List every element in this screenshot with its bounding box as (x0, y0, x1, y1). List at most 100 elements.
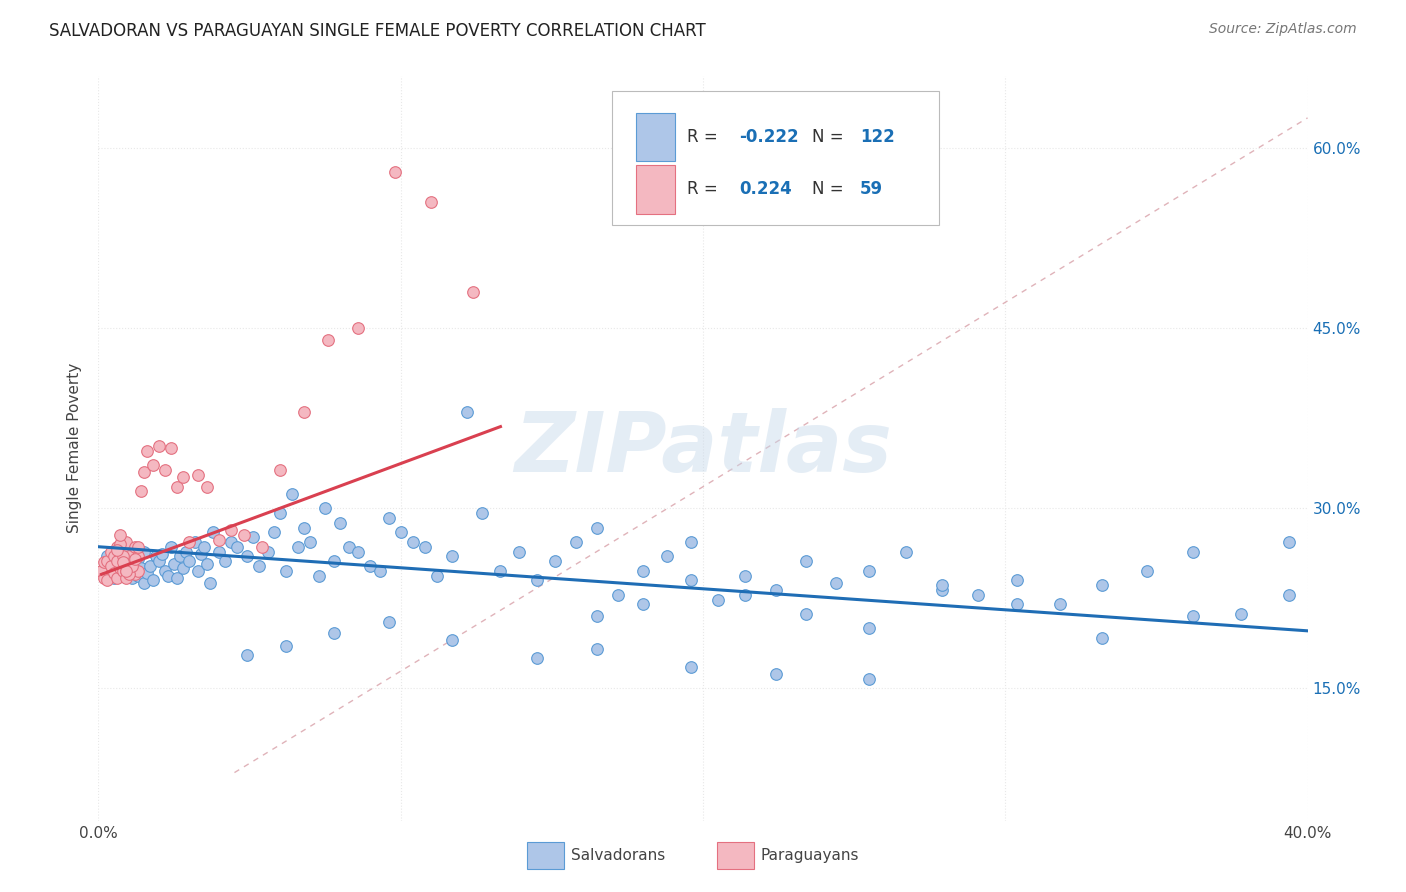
Point (426, 568, 449, 582)
Point (314, 501, 336, 516)
Point (187, 467, 209, 482)
Text: Salvadorans: Salvadorans (571, 848, 665, 863)
Point (121, 558, 143, 573)
Point (420, 194, 443, 209)
Point (221, 523, 243, 537)
Point (347, 321, 370, 335)
Point (105, 571, 128, 585)
Point (105, 554, 128, 568)
Point (586, 641, 609, 656)
Point (153, 564, 176, 578)
Point (93, 555, 115, 569)
Point (114, 564, 136, 578)
Point (242, 530, 264, 544)
Point (127, 540, 149, 554)
Point (111, 564, 134, 578)
Point (100, 558, 122, 573)
Point (118, 549, 141, 564)
Point (121, 561, 143, 575)
Point (118, 567, 141, 582)
Text: SALVADORAN VS PARAGUAYAN SINGLE FEMALE POVERTY CORRELATION CHART: SALVADORAN VS PARAGUAYAN SINGLE FEMALE P… (49, 22, 706, 40)
Point (200, 575, 222, 590)
Point (734, 588, 756, 602)
Point (734, 568, 756, 582)
Point (108, 564, 131, 578)
Point (124, 551, 146, 566)
Point (103, 554, 125, 568)
Point (441, 633, 464, 648)
Point (195, 480, 218, 494)
Point (105, 555, 128, 569)
Point (114, 547, 136, 561)
Point (679, 535, 702, 549)
Point (274, 640, 297, 654)
Text: 0.224: 0.224 (740, 180, 792, 198)
Point (565, 535, 588, 549)
Point (172, 470, 194, 484)
Point (129, 484, 152, 499)
Point (508, 544, 530, 558)
Point (190, 547, 212, 561)
FancyBboxPatch shape (637, 113, 675, 161)
Point (129, 561, 152, 575)
Point (456, 405, 478, 419)
Point (631, 598, 654, 612)
Point (794, 554, 817, 568)
Point (195, 557, 218, 571)
Point (316, 333, 339, 347)
Point (292, 405, 315, 419)
Point (765, 667, 787, 681)
Point (118, 554, 141, 568)
Point (111, 544, 134, 558)
Point (114, 535, 136, 549)
Point (111, 551, 134, 566)
Point (894, 544, 917, 558)
Point (631, 564, 654, 578)
Point (114, 564, 136, 578)
Point (127, 568, 149, 582)
Point (193, 540, 215, 554)
Point (179, 535, 201, 549)
Text: 59: 59 (860, 180, 883, 198)
Point (214, 554, 236, 568)
Point (124, 566, 146, 581)
Point (384, 165, 406, 179)
Point (794, 607, 817, 621)
Point (145, 549, 167, 564)
Point (413, 540, 436, 554)
Point (135, 443, 157, 458)
Point (132, 575, 155, 590)
Point (377, 511, 399, 525)
Point (103, 566, 125, 581)
Point (377, 615, 399, 630)
Point (169, 549, 191, 564)
Point (153, 463, 176, 477)
Point (100, 544, 122, 558)
Point (127, 564, 149, 578)
FancyBboxPatch shape (613, 91, 939, 225)
Point (281, 487, 304, 501)
Point (274, 564, 297, 578)
Point (299, 535, 322, 549)
Point (526, 574, 548, 588)
Point (172, 561, 194, 575)
Point (1181, 609, 1204, 624)
Point (347, 544, 370, 558)
Text: N =: N = (811, 180, 849, 198)
Point (287, 540, 309, 554)
Point (586, 609, 609, 624)
Text: Paraguayans: Paraguayans (761, 848, 859, 863)
Point (607, 588, 630, 602)
Point (121, 544, 143, 558)
Text: R =: R = (688, 128, 723, 146)
Point (150, 547, 173, 561)
Point (526, 651, 548, 665)
Point (93, 571, 115, 585)
Text: -0.222: -0.222 (740, 128, 799, 146)
Point (323, 626, 346, 640)
Point (156, 568, 179, 582)
Point (441, 549, 464, 564)
Point (489, 564, 512, 578)
Point (111, 549, 134, 564)
Point (148, 554, 170, 568)
